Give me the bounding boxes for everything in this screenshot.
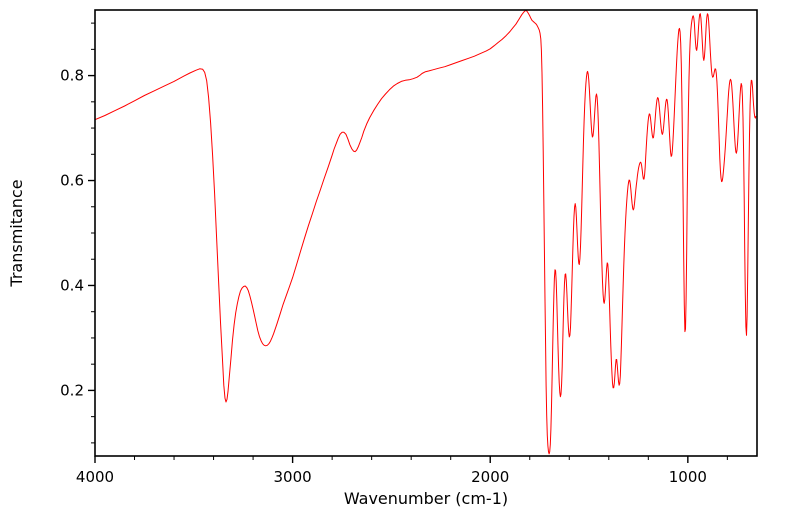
y-tick-label: 0.6 [60, 172, 84, 190]
y-tick-label: 0.4 [60, 276, 84, 294]
y-tick-label: 0.2 [60, 381, 84, 399]
x-tick-label: 3000 [274, 468, 312, 486]
x-tick-label: 1000 [669, 468, 707, 486]
plot-frame [94, 9, 758, 457]
y-tick-label: 0.8 [60, 67, 84, 85]
x-tick-label: 2000 [471, 468, 509, 486]
spectrum-line [95, 10, 757, 455]
x-tick-label: 4000 [76, 468, 114, 486]
y-axis-label: Transmitance [7, 179, 26, 287]
x-axis-label: Wavenumber (cm-1) [344, 489, 508, 508]
